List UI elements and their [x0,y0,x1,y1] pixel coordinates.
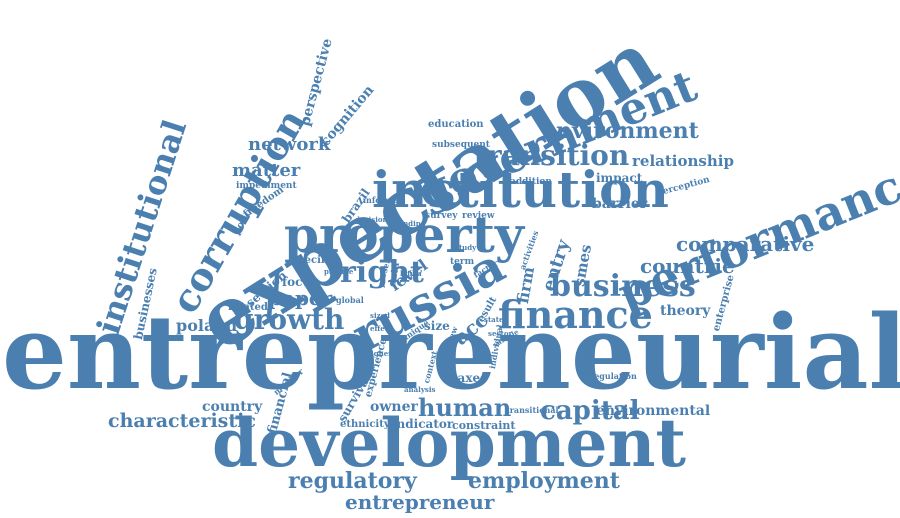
word-impact: impact [596,171,643,185]
word-growth: growth [234,303,345,336]
word-taxes: taxes [452,371,487,385]
word-survey: survey [425,211,458,221]
word-education: education [428,119,484,130]
word-addition: addition [510,177,552,187]
word-transitional: transitional [506,405,559,415]
word-sector: sector [488,329,513,338]
word-study: study [455,243,477,252]
word-poland: poland [176,316,238,335]
word-right: right [340,255,424,290]
word-provide: provide [324,267,354,276]
word-characteristic: characteristic [108,410,256,432]
word-relationship: relationship [632,152,734,170]
word-ethnicity: ethnicity [340,419,390,430]
word-regulatory: regulatory [288,468,417,494]
word-transition: transition [474,139,630,172]
word-barrier: barrier [592,196,648,212]
word-sized: sized [370,311,390,320]
word-property: property [284,205,524,264]
word-subsequent: subsequent [432,140,490,150]
word-entrepreneurial: entrepreneurial [2,293,900,413]
word-related: related [228,302,268,313]
word-specific: specific [292,255,335,266]
word-cognition: cognition [317,82,378,150]
word-constraint: constraint [452,419,516,432]
word-paper: paper [268,286,333,310]
word-review: review [462,211,495,221]
word-finance: finance [498,292,653,337]
word-indicator: indicator [392,417,454,431]
word-finding: finding [398,219,426,228]
word-global: global [336,295,364,305]
word-theory: theory [660,303,711,319]
word-latvia: latvia [400,269,422,278]
word-development: development [212,404,687,482]
word-employment: employment [468,468,620,494]
word-institution: institution [372,160,669,219]
word-perspective: perspective [297,36,336,128]
word-decision: decision [355,215,388,224]
word-analysis: analysis [404,385,436,394]
word-human: human [418,393,512,422]
word-matter: matter [232,160,301,181]
word-business: business [550,269,696,304]
word-environment: environment [542,118,699,144]
word-term: term [450,257,475,267]
word-focus: focus [282,275,318,289]
word-country: country [202,399,263,415]
word-comparative: comparative [676,232,815,256]
word-effect: effect [370,324,393,333]
word-environmental: environmental [596,403,711,419]
word-capital: capital [540,396,640,426]
word-higher: higher [366,349,392,358]
word-size: size [424,319,450,333]
word-state: state [484,315,504,324]
word-regulation: regulation [590,371,637,381]
word-entrepreneur: entrepreneur [345,490,495,514]
word-impediment: impediment [236,181,297,191]
word-owner: owner [370,399,418,415]
word-network: network [248,134,331,155]
word-countrie: countrie [640,254,735,278]
word-informal: informal [363,195,402,205]
